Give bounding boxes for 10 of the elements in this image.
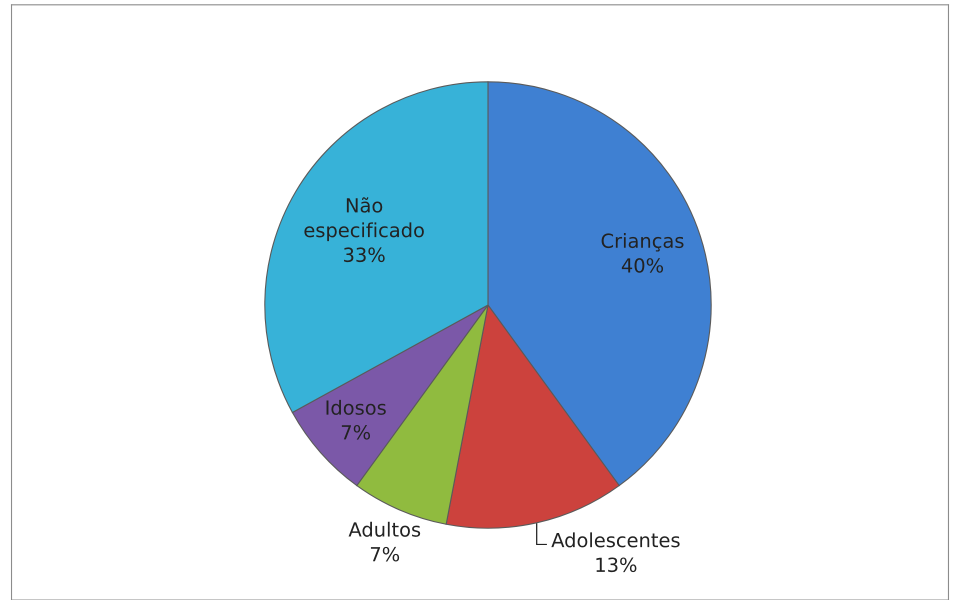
slice-label: Adolescentes — [551, 532, 680, 548]
slice-label: Crianças — [602, 233, 684, 252]
data-label: 33% — [344, 247, 385, 262]
slice-label: Adultos — [348, 522, 420, 537]
data-label: 13% — [596, 557, 636, 572]
slice-label: Idosos — [326, 400, 386, 415]
data-label: 40% — [622, 258, 664, 273]
data-label: 7% — [342, 424, 370, 440]
data-label: 7% — [370, 546, 400, 562]
slice-label: Não especificado — [304, 197, 424, 242]
